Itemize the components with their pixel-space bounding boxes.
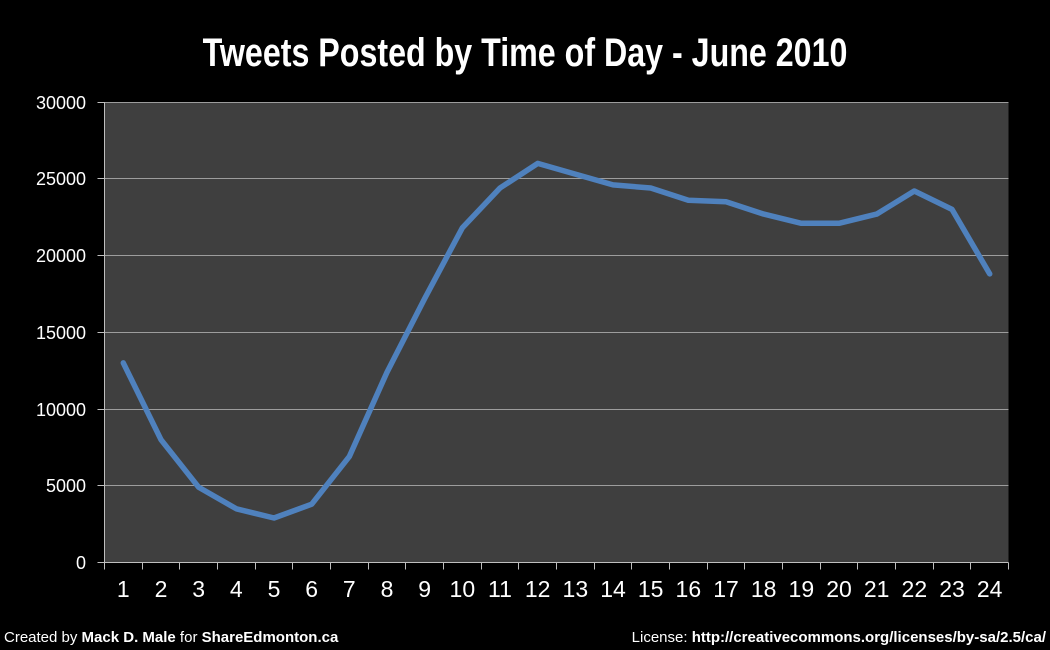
data-line: [120, 160, 993, 521]
x-axis-label: 5: [268, 576, 281, 602]
y-axis-label: 20000: [36, 246, 86, 266]
footer-credit-prefix: Created by: [4, 629, 82, 646]
x-axis-label: 9: [418, 576, 431, 602]
x-axis-label: 20: [826, 576, 852, 602]
y-axis-label: 15000: [36, 323, 86, 343]
y-axis-label: 0: [76, 553, 86, 573]
x-axis-label: 11: [488, 576, 512, 602]
x-axis-label: 15: [638, 576, 664, 602]
x-axis-label: 6: [305, 576, 318, 602]
footer-credit: Created by Mack D. Male for ShareEdmonto…: [4, 629, 338, 647]
y-axis-label: 30000: [36, 93, 86, 113]
x-axis-label: 21: [864, 576, 890, 602]
footer-license-url: http://creativecommons.org/licenses/by-s…: [691, 629, 1046, 646]
x-axis-label: 12: [525, 576, 551, 602]
x-axis-label: 8: [381, 576, 394, 602]
x-axis-label: 4: [230, 576, 243, 602]
x-axis-label: 24: [977, 576, 1003, 602]
y-axis-label: 10000: [36, 400, 86, 420]
x-axis-label: 7: [343, 576, 356, 602]
x-axis-label: 10: [450, 576, 476, 602]
x-axis-label: 14: [600, 576, 626, 602]
x-axis-label: 3: [192, 576, 205, 602]
chart-title: Tweets Posted by Time of Day - June 2010: [202, 31, 848, 75]
footer-credit-site: ShareEdmonton.ca: [201, 629, 339, 646]
x-axis-label: 23: [939, 576, 965, 602]
x-axis-label: 22: [902, 576, 928, 602]
footer-credit-mid: for: [175, 629, 202, 646]
x-axis-label: 17: [713, 576, 739, 602]
x-axis-label: 18: [751, 576, 777, 602]
x-axis-label: 1: [117, 576, 130, 602]
x-axis-label: 19: [789, 576, 815, 602]
x-axis-label: 13: [563, 576, 589, 602]
footer-credit-author: Mack D. Male: [81, 629, 176, 646]
footer-license-label: License:: [631, 629, 692, 646]
footer-license: License: http://creativecommons.org/lice…: [632, 629, 1046, 647]
x-axis-label: 2: [155, 576, 168, 602]
y-axis-label: 5000: [46, 476, 86, 496]
x-axis-label: 16: [676, 576, 702, 602]
y-axis-label: 25000: [36, 169, 86, 189]
